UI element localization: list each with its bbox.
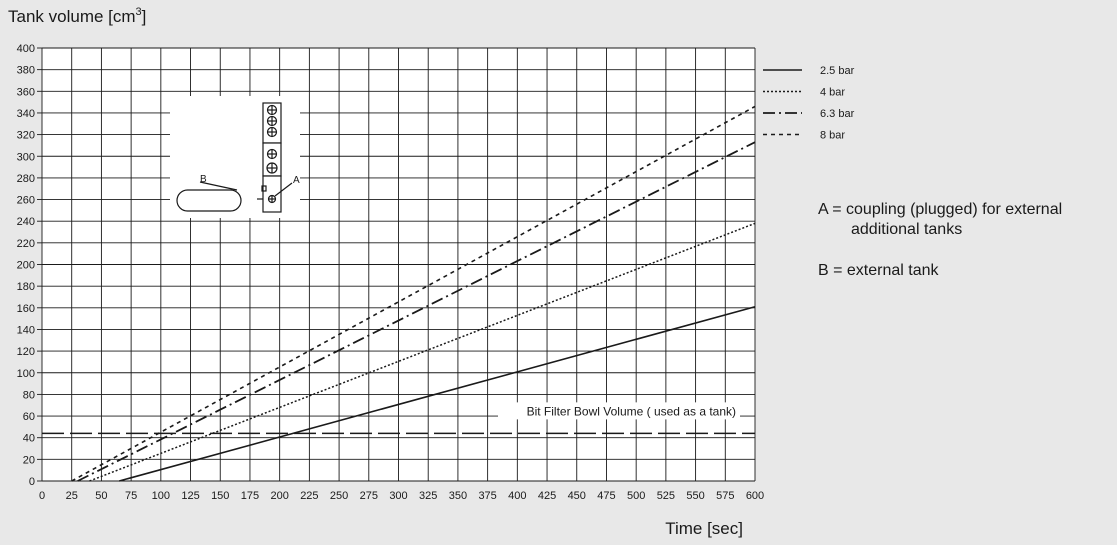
y-axis-title: Tank volume [cm3] — [8, 6, 146, 26]
x-tick-label: 425 — [538, 490, 556, 502]
legend-label: 6.3 bar — [820, 108, 855, 120]
x-tick-label: 300 — [389, 490, 407, 502]
y-tick-label: 400 — [17, 43, 35, 55]
series-lines — [71, 105, 756, 482]
y-tick-label: 220 — [17, 238, 35, 250]
x-tick-label: 150 — [211, 490, 229, 502]
tank-schematic — [170, 96, 300, 218]
series-line — [89, 222, 756, 482]
legend: 2.5 bar 4 bar 6.3 bar 8 bar — [763, 65, 855, 142]
coupling-plug — [261, 185, 267, 192]
series-line — [77, 141, 756, 482]
y-tick-label: 40 — [23, 433, 35, 445]
legend-label: 2.5 bar — [820, 65, 855, 77]
note-external-tank: B = external tank — [818, 262, 939, 279]
y-tick-label: 80 — [23, 389, 35, 401]
reference-line-label: Bit Filter Bowl Volume ( used as a tank) — [527, 404, 736, 418]
port-circles — [266, 104, 278, 204]
x-tick-label: 100 — [152, 490, 170, 502]
y-tick-label: 340 — [17, 108, 35, 120]
label-b-leader — [199, 181, 238, 191]
external-tank-shape — [176, 189, 242, 212]
y-tick-label: 280 — [17, 173, 35, 185]
x-tick-label: 175 — [241, 490, 259, 502]
y-tick-label: 200 — [17, 260, 35, 272]
series-line — [119, 305, 756, 482]
x-tick-label: 375 — [478, 490, 496, 502]
x-tick-label: 200 — [270, 490, 288, 502]
x-tick-label: 225 — [300, 490, 318, 502]
note-coupling-line1: A = coupling (plugged) for external — [818, 201, 1063, 218]
x-tick-label: 500 — [627, 490, 645, 502]
x-tick-label: 125 — [181, 490, 199, 502]
y-tick-labels: 0 20 40 60 80 100 120 140 160 180 200 220 240 260 280 3… — [17, 43, 42, 488]
note-coupling: A = coupling (plugged) for external addi… — [818, 200, 1062, 240]
x-tick-label: 525 — [657, 490, 675, 502]
y-tick-label: 240 — [17, 216, 35, 228]
x-tick-label: 75 — [125, 490, 137, 502]
x-tick-label: 325 — [419, 490, 437, 502]
reference-line — [42, 402, 755, 435]
reference-label-bg — [498, 402, 740, 420]
legend-label: 4 bar — [820, 87, 845, 99]
x-tick-label: 25 — [66, 490, 78, 502]
y-tick-label: 180 — [17, 281, 35, 293]
y-tick-label: 260 — [17, 195, 35, 207]
x-tick-label: 50 — [95, 490, 107, 502]
y-tick-label: 140 — [17, 324, 35, 336]
y-tick-label: 380 — [17, 65, 35, 77]
x-tick-label: 600 — [746, 490, 764, 502]
y-tick-label: 20 — [23, 454, 35, 466]
x-tick-label: 550 — [686, 490, 704, 502]
series-line — [71, 105, 756, 482]
y-tick-label: 360 — [17, 86, 35, 98]
legend-label: 8 bar — [820, 130, 845, 142]
y-tick-label: 160 — [17, 303, 35, 315]
schematic-label-a: A — [293, 175, 300, 186]
x-tick-label: 350 — [449, 490, 467, 502]
x-tick-label: 400 — [508, 490, 526, 502]
y-tick-label: 320 — [17, 130, 35, 142]
schematic-label-b: B — [200, 174, 207, 185]
y-tick-label: 0 — [29, 476, 35, 488]
x-tick-label: 0 — [39, 490, 45, 502]
x-tick-label: 250 — [330, 490, 348, 502]
y-tick-label: 300 — [17, 151, 35, 163]
x-tick-label: 575 — [716, 490, 734, 502]
label-a-leader — [274, 182, 293, 197]
filter-block-lower — [262, 175, 282, 213]
x-tick-label: 450 — [568, 490, 586, 502]
x-axis-title: Time [sec] — [665, 519, 743, 538]
x-tick-labels: 0 25 50 75 100 125 150 175 200 225 250 275 300 325 350… — [39, 490, 764, 502]
y-tick-label: 120 — [17, 346, 35, 358]
x-tick-label: 475 — [597, 490, 615, 502]
note-coupling-line2: additional tanks — [851, 221, 963, 238]
x-tick-label: 275 — [360, 490, 378, 502]
y-tick-label: 60 — [23, 411, 35, 423]
y-tick-label: 100 — [17, 368, 35, 380]
